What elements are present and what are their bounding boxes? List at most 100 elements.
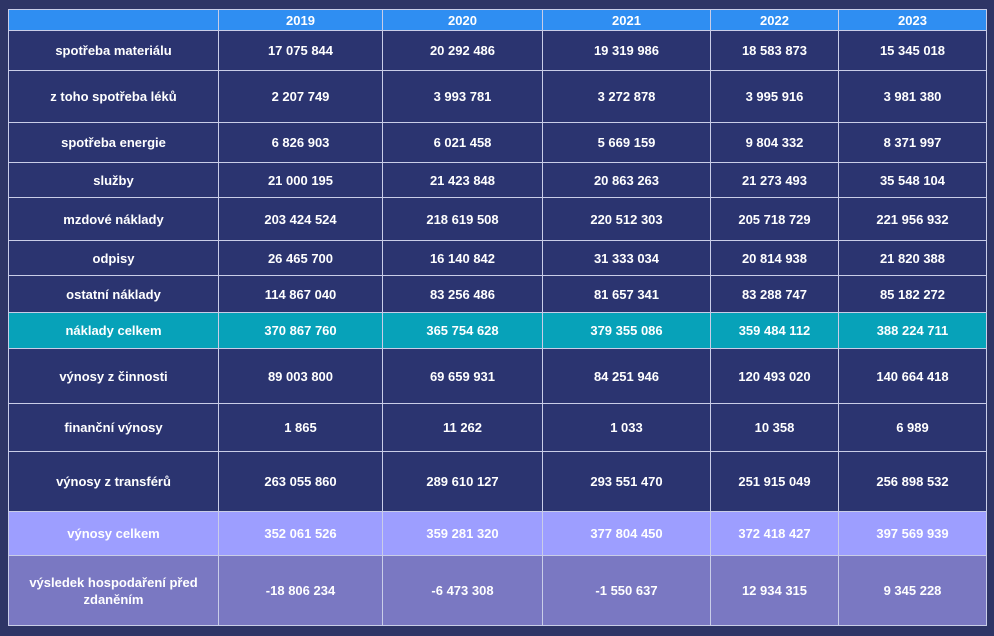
table-cell: 120 493 020 — [710, 348, 839, 404]
table-cell: 69 659 931 — [382, 348, 543, 404]
table-row: ostatní náklady 114 867 040 83 256 486 8… — [8, 275, 987, 313]
table-cell: 21 820 388 — [838, 240, 987, 276]
table-cell: 10 358 — [710, 403, 839, 452]
table-cell: -6 473 308 — [382, 555, 543, 626]
table-cell: 3 981 380 — [838, 70, 987, 123]
row-label: výnosy z činnosti — [8, 348, 219, 404]
row-label: finanční výnosy — [8, 403, 219, 452]
result-row: výsledek hospodaření před zdaněním -18 8… — [8, 555, 987, 626]
table-cell: 20 814 938 — [710, 240, 839, 276]
table-cell: 3 995 916 — [710, 70, 839, 123]
year-header: 2023 — [838, 9, 987, 31]
table-cell: 218 619 508 — [382, 197, 543, 241]
table-cell: 17 075 844 — [218, 30, 383, 71]
total-revenues-row: výnosy celkem 352 061 526 359 281 320 37… — [8, 511, 987, 556]
table-cell: 359 484 112 — [710, 312, 839, 349]
table-cell: 6 021 458 — [382, 122, 543, 163]
table-cell: 205 718 729 — [710, 197, 839, 241]
table-cell: 12 934 315 — [710, 555, 839, 626]
row-label: ostatní náklady — [8, 275, 219, 313]
table-cell: -18 806 234 — [218, 555, 383, 626]
table-cell: 388 224 711 — [838, 312, 987, 349]
table-cell: 26 465 700 — [218, 240, 383, 276]
table-cell: 81 657 341 — [542, 275, 711, 313]
table-cell: 35 548 104 — [838, 162, 987, 198]
table-cell: 8 371 997 — [838, 122, 987, 163]
table-cell: 89 003 800 — [218, 348, 383, 404]
table-cell: -1 550 637 — [542, 555, 711, 626]
table-row: mzdové náklady 203 424 524 218 619 508 2… — [8, 197, 987, 241]
table-cell: 377 804 450 — [542, 511, 711, 556]
table-cell: 21 423 848 — [382, 162, 543, 198]
table-cell: 19 319 986 — [542, 30, 711, 71]
year-header: 2021 — [542, 9, 711, 31]
row-label: výnosy celkem — [8, 511, 219, 556]
table-cell: 11 262 — [382, 403, 543, 452]
table-cell: 1 865 — [218, 403, 383, 452]
table-cell: 352 061 526 — [218, 511, 383, 556]
table-cell: 83 288 747 — [710, 275, 839, 313]
table-cell: 359 281 320 — [382, 511, 543, 556]
table-cell: 379 355 086 — [542, 312, 711, 349]
table-cell: 21 273 493 — [710, 162, 839, 198]
table-cell: 372 418 427 — [710, 511, 839, 556]
financial-table: 2019 2020 2021 2022 2023 spotřeba materi… — [8, 9, 987, 626]
table-cell: 370 867 760 — [218, 312, 383, 349]
table-cell: 3 272 878 — [542, 70, 711, 123]
table-row: výnosy z transférů 263 055 860 289 610 1… — [8, 451, 987, 512]
row-label: spotřeba energie — [8, 122, 219, 163]
table-cell: 9 345 228 — [838, 555, 987, 626]
table-row: spotřeba energie 6 826 903 6 021 458 5 6… — [8, 122, 987, 163]
table-cell: 397 569 939 — [838, 511, 987, 556]
table-cell: 220 512 303 — [542, 197, 711, 241]
row-label: výsledek hospodaření před zdaněním — [8, 555, 219, 626]
total-costs-row: náklady celkem 370 867 760 365 754 628 3… — [8, 312, 987, 349]
table-cell: 20 292 486 — [382, 30, 543, 71]
table-cell: 84 251 946 — [542, 348, 711, 404]
year-header: 2022 — [710, 9, 839, 31]
table-row: z toho spotřeba léků 2 207 749 3 993 781… — [8, 70, 987, 123]
header-row: 2019 2020 2021 2022 2023 — [8, 9, 987, 31]
table-cell: 9 804 332 — [710, 122, 839, 163]
table-cell: 15 345 018 — [838, 30, 987, 71]
year-header: 2019 — [218, 9, 383, 31]
table-cell: 18 583 873 — [710, 30, 839, 71]
table-cell: 3 993 781 — [382, 70, 543, 123]
table-row: odpisy 26 465 700 16 140 842 31 333 034 … — [8, 240, 987, 276]
table-cell: 2 207 749 — [218, 70, 383, 123]
table-cell: 31 333 034 — [542, 240, 711, 276]
table-cell: 6 826 903 — [218, 122, 383, 163]
row-label: náklady celkem — [8, 312, 219, 349]
table-cell: 21 000 195 — [218, 162, 383, 198]
table-row: finanční výnosy 1 865 11 262 1 033 10 35… — [8, 403, 987, 452]
row-label: z toho spotřeba léků — [8, 70, 219, 123]
row-label: služby — [8, 162, 219, 198]
table-cell: 289 610 127 — [382, 451, 543, 512]
financial-table-container: 2019 2020 2021 2022 2023 spotřeba materi… — [8, 9, 987, 626]
table-cell: 6 989 — [838, 403, 987, 452]
table-cell: 83 256 486 — [382, 275, 543, 313]
table-cell: 256 898 532 — [838, 451, 987, 512]
corner-cell — [8, 9, 219, 31]
table-cell: 221 956 932 — [838, 197, 987, 241]
table-cell: 20 863 263 — [542, 162, 711, 198]
table-cell: 251 915 049 — [710, 451, 839, 512]
table-cell: 263 055 860 — [218, 451, 383, 512]
year-header: 2020 — [382, 9, 543, 31]
table-cell: 293 551 470 — [542, 451, 711, 512]
table-cell: 140 664 418 — [838, 348, 987, 404]
row-label: mzdové náklady — [8, 197, 219, 241]
table-cell: 114 867 040 — [218, 275, 383, 313]
row-label: výnosy z transférů — [8, 451, 219, 512]
table-row: výnosy z činnosti 89 003 800 69 659 931 … — [8, 348, 987, 404]
row-label: spotřeba materiálu — [8, 30, 219, 71]
table-cell: 203 424 524 — [218, 197, 383, 241]
row-label: odpisy — [8, 240, 219, 276]
table-cell: 5 669 159 — [542, 122, 711, 163]
table-row: spotřeba materiálu 17 075 844 20 292 486… — [8, 30, 987, 71]
table-cell: 1 033 — [542, 403, 711, 452]
table-cell: 365 754 628 — [382, 312, 543, 349]
table-cell: 85 182 272 — [838, 275, 987, 313]
table-cell: 16 140 842 — [382, 240, 543, 276]
table-row: služby 21 000 195 21 423 848 20 863 263 … — [8, 162, 987, 198]
